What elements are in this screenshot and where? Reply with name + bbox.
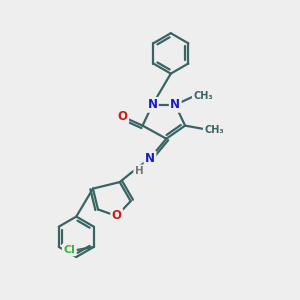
Text: H: H bbox=[135, 166, 143, 176]
Text: N: N bbox=[147, 98, 158, 111]
Text: Cl: Cl bbox=[63, 245, 75, 255]
Text: O: O bbox=[118, 110, 128, 123]
Text: O: O bbox=[112, 209, 122, 223]
Text: N: N bbox=[145, 152, 155, 165]
Text: CH₃: CH₃ bbox=[204, 125, 224, 135]
Text: CH₃: CH₃ bbox=[193, 91, 213, 101]
Text: N: N bbox=[170, 98, 180, 111]
